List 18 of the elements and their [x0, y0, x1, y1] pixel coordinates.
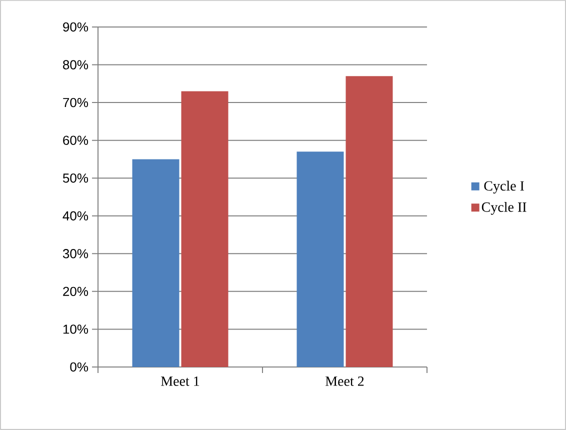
x-tick-label: Meet 1: [161, 376, 200, 386]
y-tick-label: 60%: [63, 136, 88, 145]
y-tick-label: 50%: [62, 173, 88, 183]
y-tick-label: 0%: [70, 362, 88, 372]
x-tick-label: Meet 2: [326, 376, 364, 386]
bar: [181, 91, 228, 367]
y-tick-label: 10%: [63, 324, 88, 334]
legend-label: Cycle II: [482, 202, 526, 215]
y-tick-label: 20%: [63, 286, 88, 296]
y-tick-label: 80%: [63, 60, 88, 70]
y-tick-label: 70%: [63, 98, 88, 108]
y-tick-label: 30%: [62, 249, 88, 258]
y-tick-label: 90%: [63, 22, 88, 32]
bar: [132, 159, 180, 367]
bar: [296, 152, 344, 367]
y-tick-label: 40%: [62, 211, 88, 220]
bar: [346, 76, 393, 367]
legend-label: Cycle I: [484, 180, 524, 194]
